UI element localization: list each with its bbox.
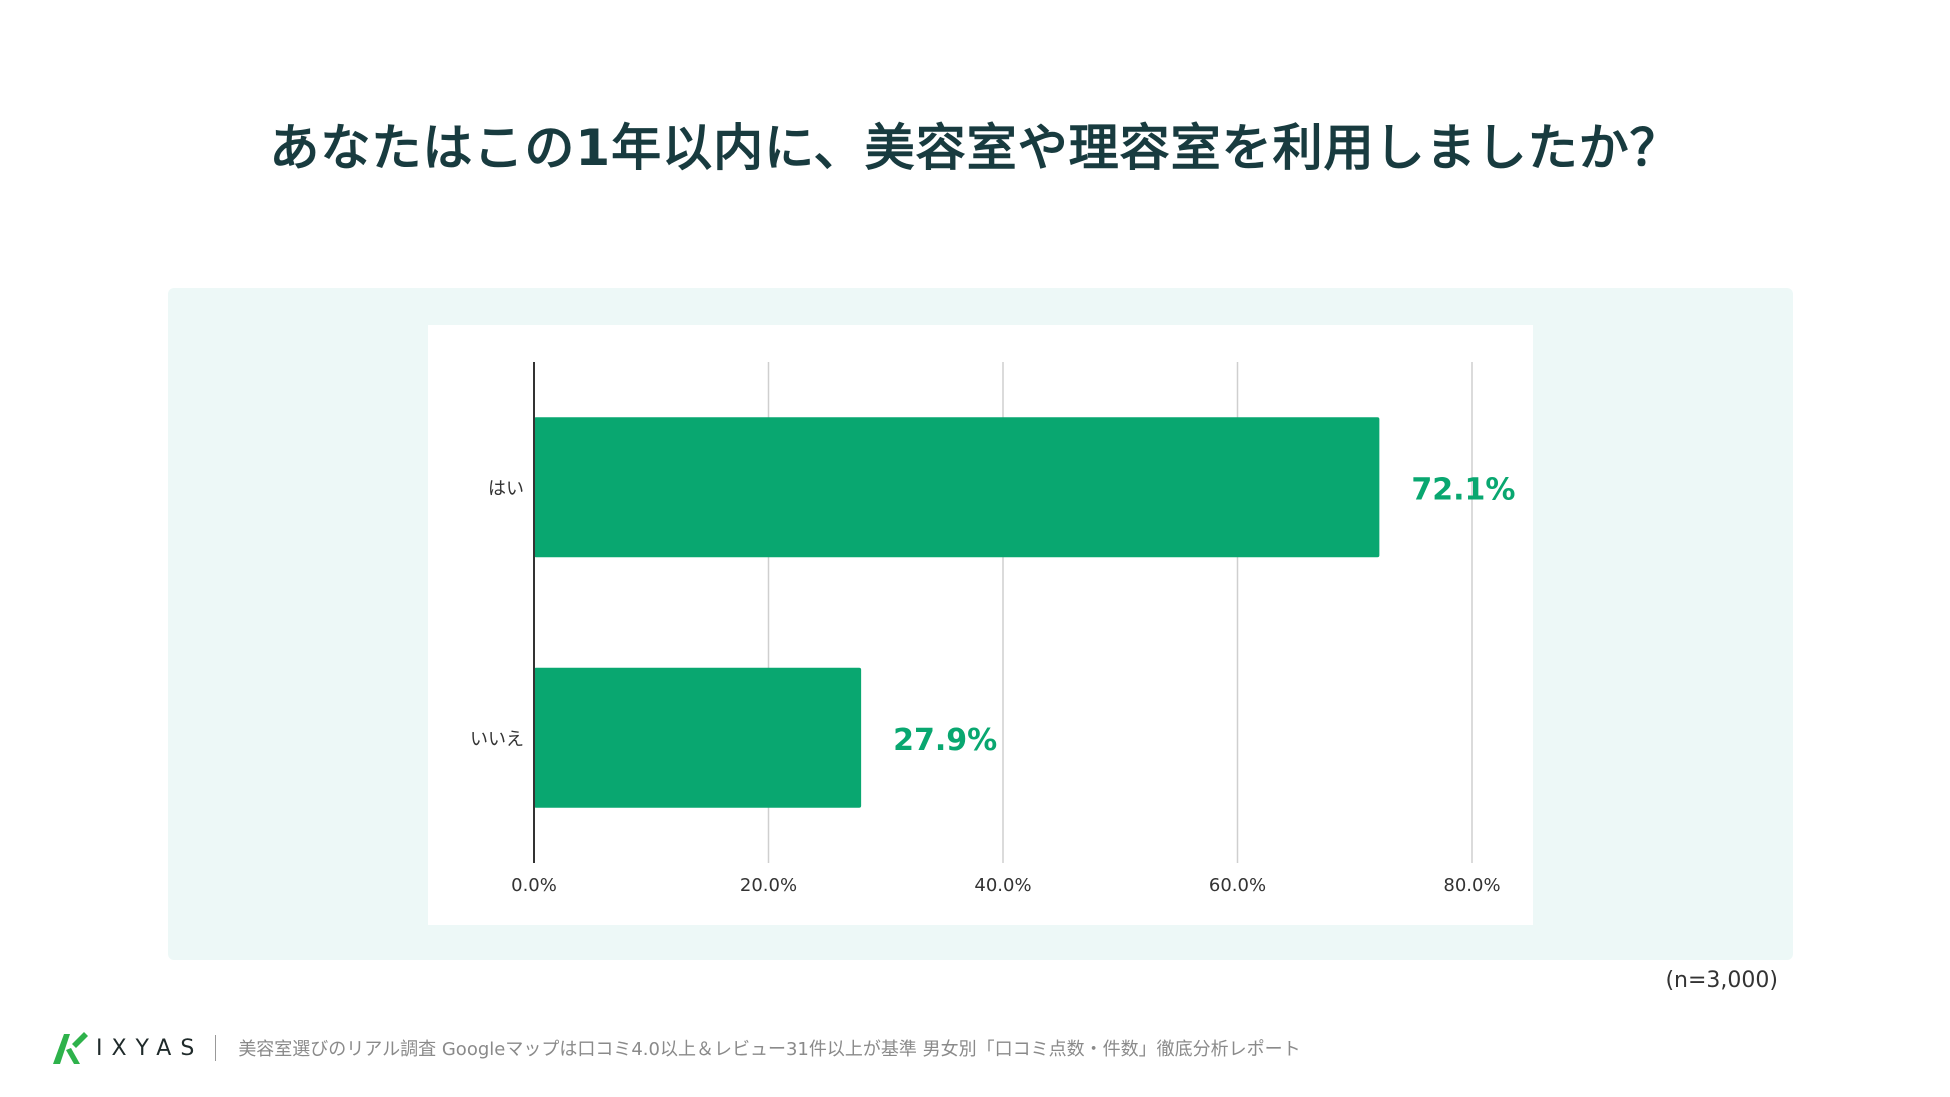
ixyas-logo-icon [53, 1032, 88, 1064]
bar [534, 667, 862, 808]
y-category-label: いいえ [470, 729, 524, 750]
x-tick-label: 20.0% [740, 875, 797, 896]
x-tick-label: 80.0% [1443, 875, 1500, 896]
data-label: 72.1% [1411, 472, 1515, 507]
x-tick-label: 0.0% [511, 875, 557, 896]
page-title: あなたはこの1年以内に、美容室や理容室を利用しましたか？ [269, 119, 1681, 177]
bar [534, 417, 1380, 558]
brand-logo: IXYAS [50, 1030, 203, 1066]
bar-chart: 0.0% 20.0% 40.0% 60.0% 80.0% はい 72.1% いいえ 27.9% [470, 362, 1515, 896]
footer: IXYAS 美容室選びのリアル調査 Googleマップは口コミ4.0以上＆レビュ… [50, 1030, 1301, 1066]
x-tick-label: 60.0% [1209, 875, 1266, 896]
brand-name: IXYAS [96, 1035, 204, 1061]
y-category-label: はい [488, 478, 524, 499]
report-title: 美容室選びのリアル調査 Googleマップは口コミ4.0以上＆レビュー31件以上… [238, 1039, 1301, 1060]
sample-size-note: (n=3,000) [1665, 968, 1778, 993]
footer-divider [215, 1035, 217, 1061]
data-label: 27.9% [893, 723, 997, 758]
chart-card: 0.0% 20.0% 40.0% 60.0% 80.0% はい 72.1% いいえ 27.9% [428, 325, 1533, 925]
x-tick-label: 40.0% [974, 875, 1031, 896]
